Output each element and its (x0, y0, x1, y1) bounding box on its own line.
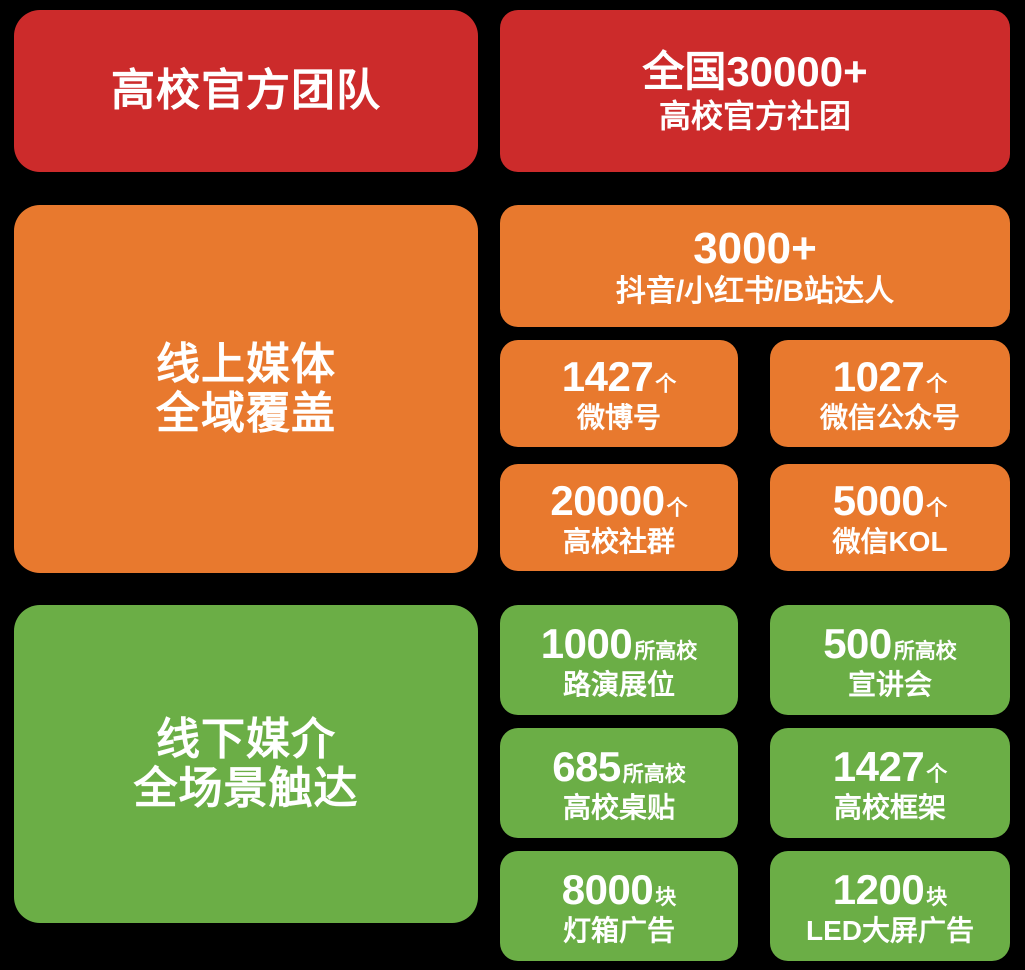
stat-unit: 所高校 (634, 639, 698, 663)
stat-number: 20000 (550, 477, 665, 525)
stat-card-roadshow-booths: 1000 所高校 路演展位 (500, 605, 738, 715)
category-title-offline-media-line2: 全场景触达 (133, 764, 359, 813)
stat-unit: 个 (926, 762, 948, 786)
stat-label: 高校桌贴 (562, 791, 675, 823)
stat-card-info-sessions: 500 所高校 宣讲会 (770, 605, 1010, 715)
stat-number: 685 (552, 742, 621, 790)
stat-unit: 块 (926, 885, 948, 909)
highlight-card-official-clubs: 全国30000+ 高校官方社团 (500, 10, 1010, 172)
stat-row: 500 所高校 (823, 620, 957, 667)
category-panel-official-team: 高校官方团队 (14, 10, 478, 172)
category-title-official-team: 高校官方团队 (111, 66, 381, 116)
stat-number: 1427 (561, 353, 654, 401)
stat-row: 1027 个 (833, 353, 947, 400)
stat-unit: 块 (655, 885, 677, 909)
category-panel-offline-media: 线下媒介 全场景触达 (14, 605, 478, 923)
stat-label: LED大屏广告 (805, 914, 974, 946)
stat-card-wechat-official-accounts: 1027 个 微信公众号 (770, 340, 1010, 447)
stat-label: 高校框架 (833, 791, 946, 823)
stat-row: 1427 个 (562, 353, 676, 400)
stat-row: 8000 块 (562, 866, 676, 913)
stat-unit: 个 (926, 373, 948, 397)
stat-card-led-screen-ads: 1200 块 LED大屏广告 (770, 851, 1010, 961)
stat-card-wechat-kol: 5000 个 微信KOL (770, 464, 1010, 571)
highlight-headline-nationwide: 全国30000+ (642, 47, 868, 95)
stat-number: 8000 (561, 865, 654, 913)
stat-number: 500 (823, 619, 892, 667)
stat-unit: 个 (655, 373, 677, 397)
stat-label: 微信KOL (832, 526, 948, 558)
highlight-label-official-clubs: 高校官方社团 (658, 97, 851, 134)
stat-unit: 所高校 (622, 762, 686, 786)
stat-card-campus-frames: 1427 个 高校框架 (770, 728, 1010, 838)
stat-number: 1200 (832, 865, 925, 913)
stat-number: 1027 (832, 353, 925, 401)
stat-row: 1200 块 (833, 866, 947, 913)
stat-row: 5000 个 (833, 477, 947, 524)
stat-row: 1000 所高校 (541, 620, 697, 667)
stat-unit: 所高校 (893, 639, 957, 663)
stat-card-campus-communities: 20000 个 高校社群 (500, 464, 738, 571)
stat-card-desk-stickers: 685 所高校 高校桌贴 (500, 728, 738, 838)
stat-row: 685 所高校 (552, 743, 686, 790)
category-title-online-media-line1: 线上媒体 (156, 339, 336, 389)
stat-unit: 个 (666, 497, 688, 521)
stat-number: 1427 (832, 742, 925, 790)
feature-label-influencers: 抖音/小红书/B站达人 (615, 274, 895, 308)
stat-label: 灯箱广告 (562, 914, 675, 946)
stat-card-lightbox-ads: 8000 块 灯箱广告 (500, 851, 738, 961)
stat-label: 微信公众号 (819, 402, 960, 434)
stat-row: 20000 个 (550, 477, 687, 524)
feature-card-influencers: 3000+ 抖音/小红书/B站达人 (500, 205, 1010, 327)
category-title-online-media-line2: 全域覆盖 (156, 389, 336, 438)
feature-number-influencers: 3000+ (693, 223, 817, 273)
stat-unit: 个 (926, 497, 948, 521)
stat-number: 1000 (540, 619, 633, 667)
stat-label: 微博号 (576, 402, 661, 434)
stat-row: 1427 个 (833, 743, 947, 790)
stat-label: 高校社群 (562, 526, 675, 558)
stat-card-weibo-accounts: 1427 个 微博号 (500, 340, 738, 447)
stat-number: 5000 (832, 477, 925, 525)
stat-label: 宣讲会 (847, 668, 932, 700)
category-title-offline-media-line1: 线下媒介 (156, 714, 336, 764)
stat-label: 路演展位 (562, 668, 675, 700)
category-panel-online-media: 线上媒体 全域覆盖 (14, 205, 478, 573)
